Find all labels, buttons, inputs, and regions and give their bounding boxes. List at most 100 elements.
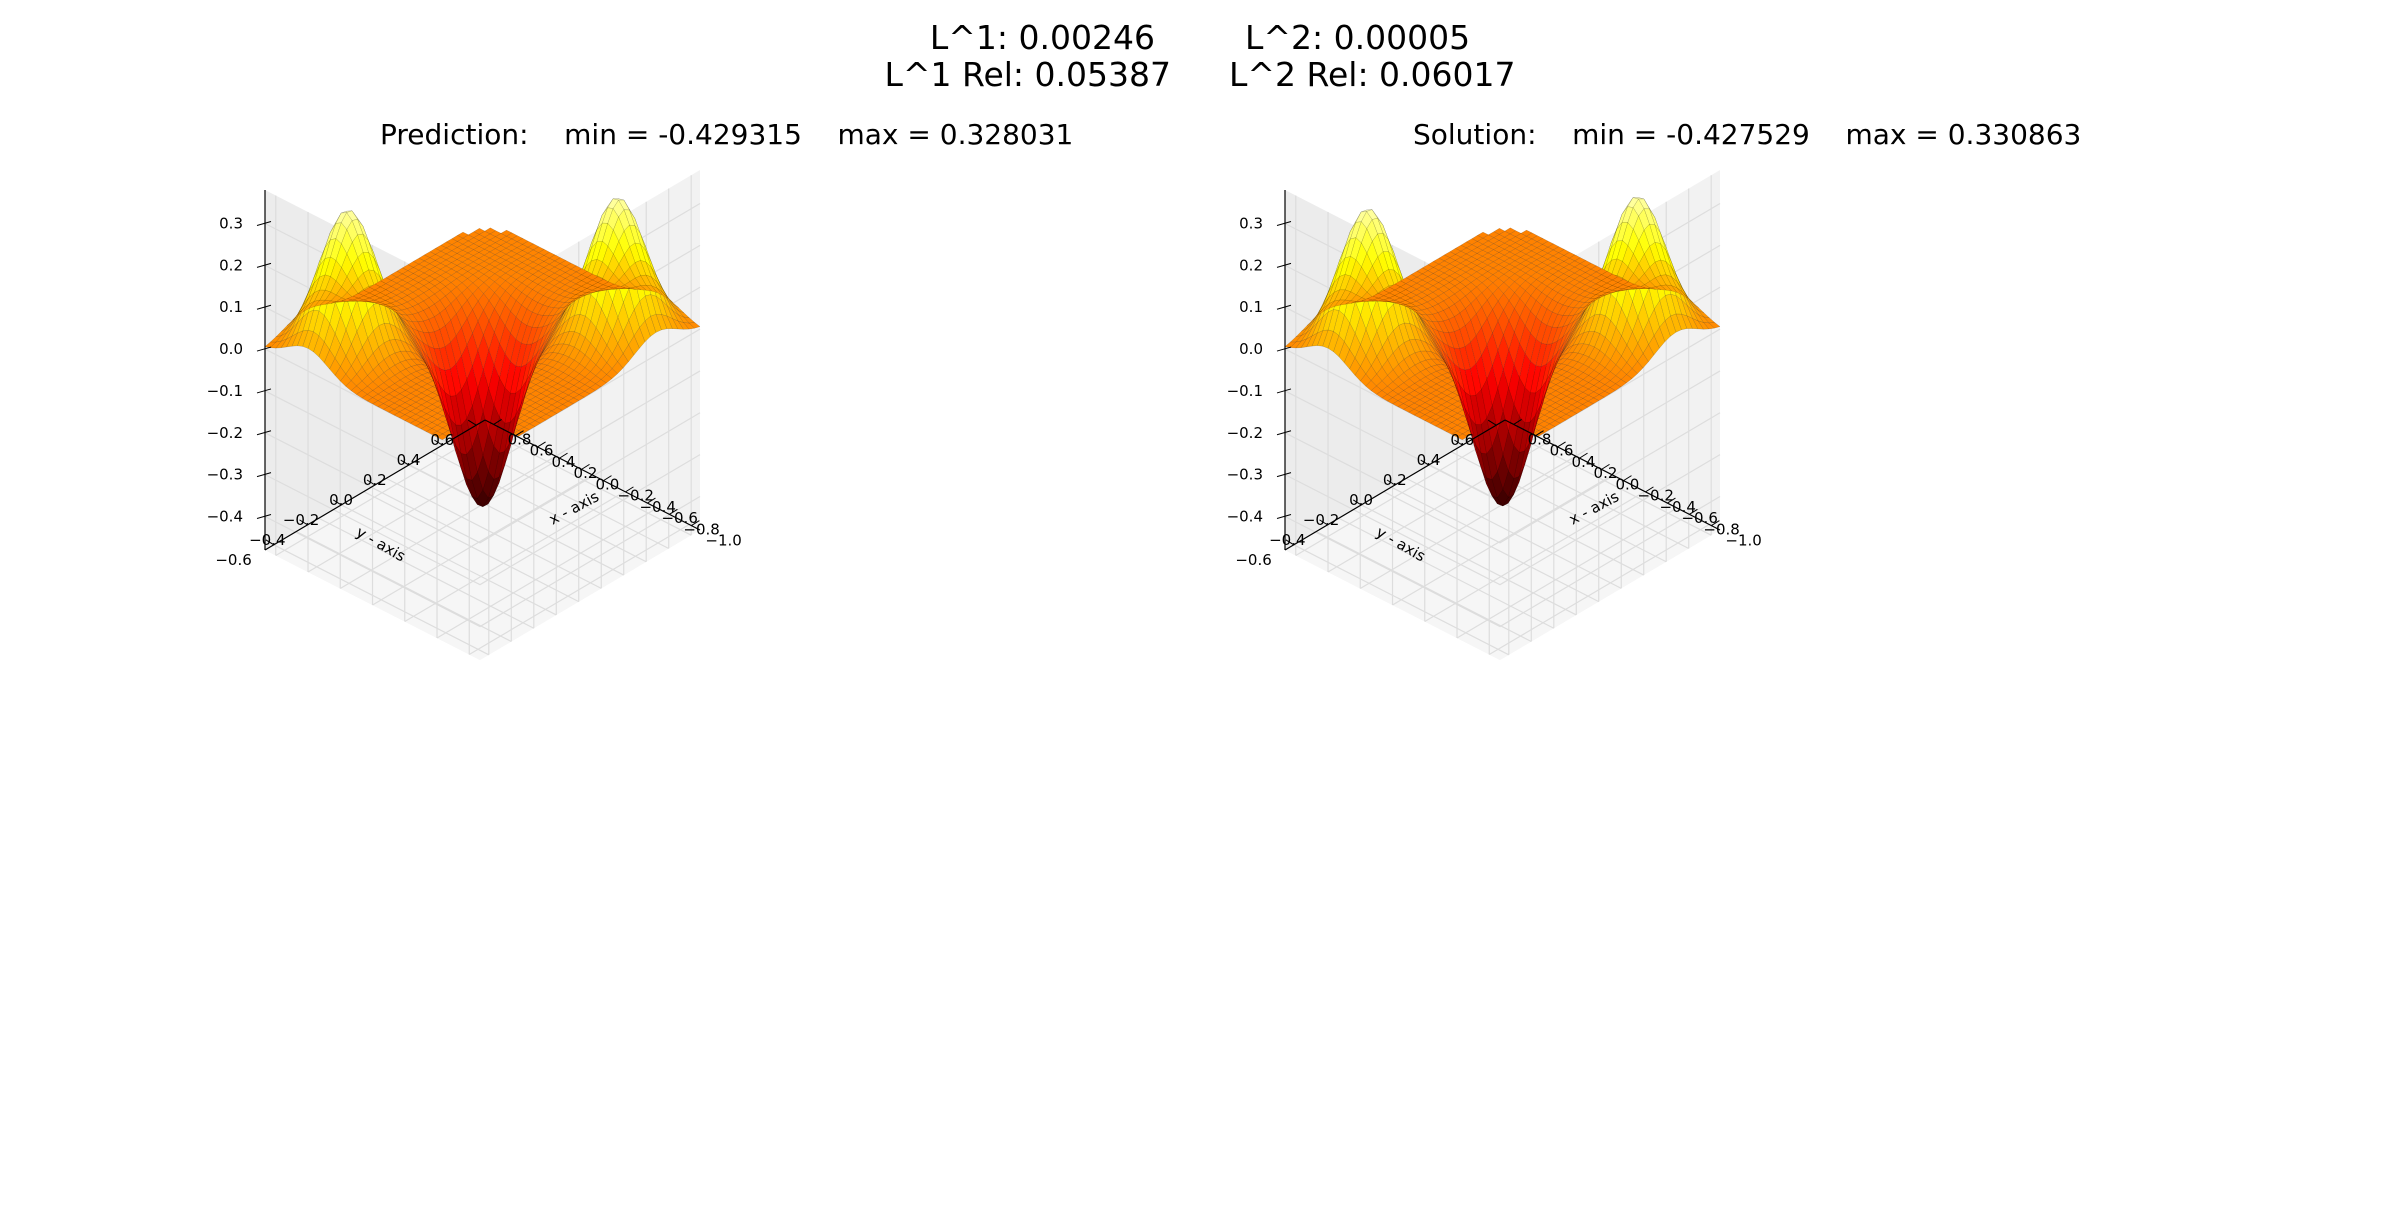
- x-tick: [493, 418, 502, 425]
- y-floor-grid-line: [1424, 490, 1646, 623]
- x-tick: [691, 520, 700, 527]
- x-tick: [1601, 463, 1610, 470]
- x-axis-line: [1504, 419, 1721, 531]
- x-tick: [581, 463, 590, 470]
- x-tick: [669, 508, 678, 515]
- z-tick: [256, 221, 272, 226]
- z-tick-label: −0.4: [1227, 508, 1263, 526]
- x-tick: [515, 430, 524, 437]
- x-tick: [1711, 520, 1720, 527]
- z-tick-label: 0.0: [1239, 340, 1263, 358]
- x-tick-label: −0.4: [1659, 498, 1695, 516]
- x-tick-label: 0.8: [1528, 430, 1552, 448]
- z-tick: [256, 472, 272, 478]
- z-tick-label: 0.3: [1239, 214, 1263, 232]
- x-axis-line: [484, 419, 701, 531]
- y-floor-grid-line: [436, 507, 658, 639]
- z-tick: [256, 346, 272, 352]
- y-floor-grid-line: [1392, 474, 1613, 606]
- x-tick: [625, 486, 634, 493]
- x-tick: [1535, 430, 1544, 437]
- z-tick: [1276, 304, 1292, 310]
- z-tick: [1276, 430, 1292, 436]
- z-tick-label: 0.1: [1239, 298, 1263, 316]
- error-summary-line-1: L^1: 0.00246 L^2: 0.00005: [0, 18, 2400, 58]
- y-floor-grid-line: [339, 457, 561, 590]
- x-tick-label: 0.2: [574, 464, 598, 482]
- y-tick: [265, 539, 275, 546]
- x-tick: [603, 475, 612, 482]
- surface-face: [1477, 231, 1489, 239]
- z-grid-line: [1284, 495, 1721, 628]
- x-tick: [1513, 418, 1522, 425]
- z-tick-label: −0.2: [1227, 424, 1263, 442]
- z-tick: [256, 304, 272, 310]
- z-tick: [1276, 221, 1292, 226]
- z-tick-label: 0.0: [219, 340, 243, 358]
- z-tick-label: 0.2: [1239, 256, 1263, 274]
- z-tick: [1276, 472, 1292, 478]
- z-grid-line: [1284, 454, 1721, 586]
- x-tick-label: 0.0: [1616, 475, 1640, 493]
- x-tick: [1579, 452, 1588, 459]
- x-tick-label: 0.4: [552, 453, 576, 471]
- y-tick: [1386, 479, 1396, 486]
- y-tick-label: 0.6: [430, 431, 454, 449]
- y-tick-label: −0.4: [1269, 531, 1305, 549]
- z-tick-label: 0.1: [219, 298, 243, 316]
- z-tick: [1276, 346, 1292, 352]
- x-tick: [647, 497, 656, 504]
- y-tick: [1353, 499, 1362, 506]
- l1-relative-error: L^1 Rel: 0.05387: [884, 55, 1171, 94]
- y-floor-grid-line: [404, 490, 626, 623]
- y-tick-label: −0.6: [1235, 551, 1271, 569]
- y-floor-grid-line: [1456, 507, 1678, 639]
- l1-error: L^1: 0.00246: [929, 18, 1155, 57]
- y-tick: [400, 459, 409, 466]
- error-summary-line-2: L^1 Rel: 0.05387 L^2 Rel: 0.06017: [0, 55, 2400, 95]
- y-tick-label: −0.4: [249, 531, 285, 549]
- surface-face: [1520, 229, 1533, 237]
- x-tick: [1645, 486, 1654, 493]
- z-grid-line: [264, 412, 701, 544]
- y-floor-grid-line: [468, 523, 690, 656]
- x-tick: [1689, 508, 1698, 515]
- y-tick-label: −0.6: [215, 551, 251, 569]
- x-tick-label: −0.6: [1681, 509, 1717, 527]
- y-tick: [1420, 459, 1429, 466]
- z-tick-label: −0.1: [1227, 382, 1263, 400]
- l2-relative-error: L^2 Rel: 0.06017: [1229, 55, 1516, 94]
- prediction-plot: −0.4 −0.3 −0.2 −0.1 0.0 0.1 0.2 0.3 −0.6 −0.4 −0.2…: [0, 160, 1100, 1140]
- surface-mesh: [1284, 197, 1721, 507]
- y-tick: [1487, 419, 1497, 426]
- x-tick-label: 0.0: [596, 475, 620, 493]
- y-tick-label: 0.0: [329, 491, 353, 509]
- z-tick-label: −0.3: [207, 466, 243, 484]
- z-grid-line: [1284, 412, 1721, 544]
- z-tick: [1276, 514, 1292, 519]
- y-tick: [1319, 519, 1328, 526]
- y-tick-label: −0.2: [283, 511, 319, 529]
- x-tick-label: 0.8: [508, 430, 532, 448]
- x-tick-label: 0.6: [530, 442, 554, 460]
- z-tick-label: 0.2: [219, 256, 243, 274]
- surface-face: [1493, 228, 1506, 235]
- x-tick: [1557, 441, 1566, 448]
- z-tick-label: −0.2: [207, 424, 243, 442]
- x-tick-label: 0.6: [1550, 442, 1574, 460]
- x-tick: [559, 452, 568, 459]
- surface-face: [473, 228, 486, 235]
- z-tick: [256, 388, 272, 394]
- y-tick: [333, 499, 342, 506]
- y-floor-grid-line: [372, 474, 593, 606]
- z-grid-line: [264, 454, 701, 586]
- x-tick-label: −1.0: [705, 532, 741, 550]
- surface-mesh: [264, 198, 701, 508]
- x-tick: [537, 441, 546, 448]
- x-tick-label: −0.2: [1637, 487, 1673, 505]
- surface-face: [457, 231, 469, 239]
- z-tick-label: −0.4: [207, 508, 243, 526]
- x-tick-label: −0.4: [639, 498, 675, 516]
- x-tick: [1667, 497, 1676, 504]
- z-tick: [1276, 388, 1292, 394]
